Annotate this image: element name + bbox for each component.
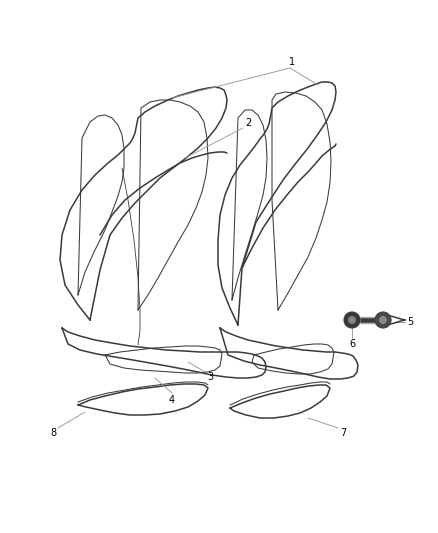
- Circle shape: [343, 312, 359, 328]
- Text: 2: 2: [244, 118, 251, 128]
- Text: 5: 5: [406, 317, 412, 327]
- Text: 1: 1: [288, 57, 294, 67]
- Text: 6: 6: [348, 339, 354, 349]
- Circle shape: [348, 317, 355, 324]
- Text: 4: 4: [169, 395, 175, 405]
- Circle shape: [378, 317, 385, 324]
- Text: 3: 3: [206, 372, 212, 382]
- Circle shape: [374, 312, 390, 328]
- Text: 7: 7: [339, 428, 345, 438]
- Text: 8: 8: [50, 428, 56, 438]
